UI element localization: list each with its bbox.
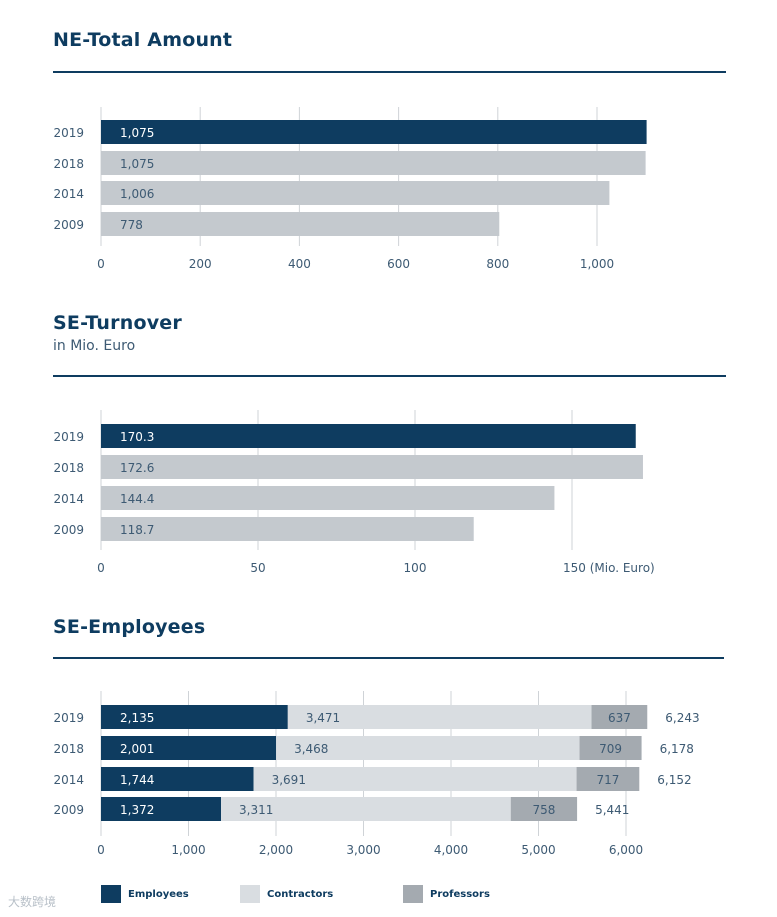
x-tick-label-2: 100 xyxy=(404,561,427,575)
data-label-professors-2009: 758 xyxy=(532,803,555,817)
data-label-2009: 118.7 xyxy=(120,523,154,537)
chart1-title: NE-Total Amount xyxy=(53,29,233,51)
x-tick-label-2: 2,000 xyxy=(259,843,293,857)
bar-professors-2018 xyxy=(579,736,642,760)
y-category-label-2019: 2019 xyxy=(53,430,84,444)
x-tick-label-3: 600 xyxy=(387,257,410,271)
bar-2019 xyxy=(101,120,647,144)
data-label-2009: 778 xyxy=(120,218,143,232)
bar-employees-2018 xyxy=(101,736,277,760)
x-tick-label-3: 150 (Mio. Euro) xyxy=(563,561,655,575)
bar-2014 xyxy=(101,486,555,510)
data-label-2018: 1,075 xyxy=(120,157,154,171)
bar-2009 xyxy=(101,212,500,236)
chart2-title: SE-Turnover xyxy=(53,312,182,334)
data-label-2014: 144.4 xyxy=(120,492,154,506)
x-tick-label-4: 4,000 xyxy=(434,843,468,857)
bar-2018 xyxy=(101,151,646,175)
x-tick-label-2: 400 xyxy=(288,257,311,271)
legend-swatch-professors xyxy=(403,885,423,903)
chart3-rule xyxy=(53,657,724,659)
data-label-contractors-2018: 3,468 xyxy=(294,742,328,756)
y-category-label-2014: 2014 xyxy=(53,492,84,506)
bar-professors-2009 xyxy=(510,797,578,821)
total-label-2009: 5,441 xyxy=(595,803,629,817)
y-category-label-2014: 2014 xyxy=(53,187,84,201)
x-tick-label-3: 3,000 xyxy=(346,843,380,857)
y-category-label-2019: 2019 xyxy=(53,711,84,725)
total-label-2019: 6,243 xyxy=(665,711,699,725)
bar-2018 xyxy=(101,455,643,479)
watermark: 大数跨境 xyxy=(8,895,57,909)
legend-label-employees: Employees xyxy=(128,888,189,900)
y-category-label-2014: 2014 xyxy=(53,773,84,787)
data-label-employees-2009: 1,372 xyxy=(120,803,154,817)
x-tick-label-0: 0 xyxy=(97,561,105,575)
legend-item-contractors: Contractors xyxy=(240,884,333,904)
data-label-contractors-2019: 3,471 xyxy=(306,711,340,725)
y-category-label-2019: 2019 xyxy=(53,126,84,140)
legend-item-employees: Employees xyxy=(101,884,189,904)
x-tick-label-0: 0 xyxy=(97,843,105,857)
bar-2009 xyxy=(101,517,474,541)
chart2-subtitle: in Mio. Euro xyxy=(53,338,136,354)
x-tick-label-1: 50 xyxy=(250,561,265,575)
data-label-2019: 170.3 xyxy=(120,430,154,444)
bar-2019 xyxy=(101,424,636,448)
legend-label-contractors: Contractors xyxy=(267,888,334,900)
x-tick-label-1: 200 xyxy=(189,257,212,271)
bar-contractors-2014 xyxy=(253,767,577,791)
data-label-professors-2019: 637 xyxy=(608,711,631,725)
data-label-contractors-2014: 3,691 xyxy=(272,773,306,787)
data-label-2014: 1,006 xyxy=(120,187,154,201)
x-tick-label-0: 0 xyxy=(97,257,105,271)
data-label-employees-2018: 2,001 xyxy=(120,742,154,756)
data-label-professors-2018: 709 xyxy=(599,742,622,756)
chart2-rule xyxy=(53,375,726,377)
chart3-title: SE-Employees xyxy=(53,616,206,638)
bar-contractors-2019 xyxy=(287,705,592,729)
bar-2014 xyxy=(101,181,610,205)
y-category-label-2018: 2018 xyxy=(53,157,84,171)
bar-employees-2019 xyxy=(101,705,288,729)
y-category-label-2018: 2018 xyxy=(53,461,84,475)
chart1-rule xyxy=(53,71,726,73)
bar-professors-2014 xyxy=(576,767,640,791)
y-category-label-2009: 2009 xyxy=(53,523,84,537)
total-label-2018: 6,178 xyxy=(660,742,694,756)
bar-contractors-2009 xyxy=(221,797,511,821)
legend-item-professors: Professors xyxy=(403,884,490,904)
total-label-2014: 6,152 xyxy=(657,773,691,787)
x-tick-label-4: 800 xyxy=(486,257,509,271)
legend-label-professors: Professors xyxy=(430,888,490,900)
legend-swatch-contractors xyxy=(240,885,260,903)
data-label-professors-2014: 717 xyxy=(596,773,619,787)
bar-professors-2019 xyxy=(591,705,648,729)
data-label-2019: 1,075 xyxy=(120,126,154,140)
data-label-contractors-2009: 3,311 xyxy=(239,803,273,817)
x-tick-label-1: 1,000 xyxy=(171,843,205,857)
bar-employees-2014 xyxy=(101,767,254,791)
data-label-employees-2014: 1,744 xyxy=(120,773,154,787)
y-category-label-2009: 2009 xyxy=(53,803,84,817)
bar-employees-2009 xyxy=(101,797,222,821)
legend-swatch-employees xyxy=(101,885,121,903)
data-label-2018: 172.6 xyxy=(120,461,154,475)
y-category-label-2018: 2018 xyxy=(53,742,84,756)
x-tick-label-5: 1,000 xyxy=(580,257,614,271)
x-tick-label-5: 5,000 xyxy=(521,843,555,857)
bar-contractors-2018 xyxy=(276,736,580,760)
data-label-employees-2019: 2,135 xyxy=(120,711,154,725)
x-tick-label-6: 6,000 xyxy=(609,843,643,857)
y-category-label-2009: 2009 xyxy=(53,218,84,232)
